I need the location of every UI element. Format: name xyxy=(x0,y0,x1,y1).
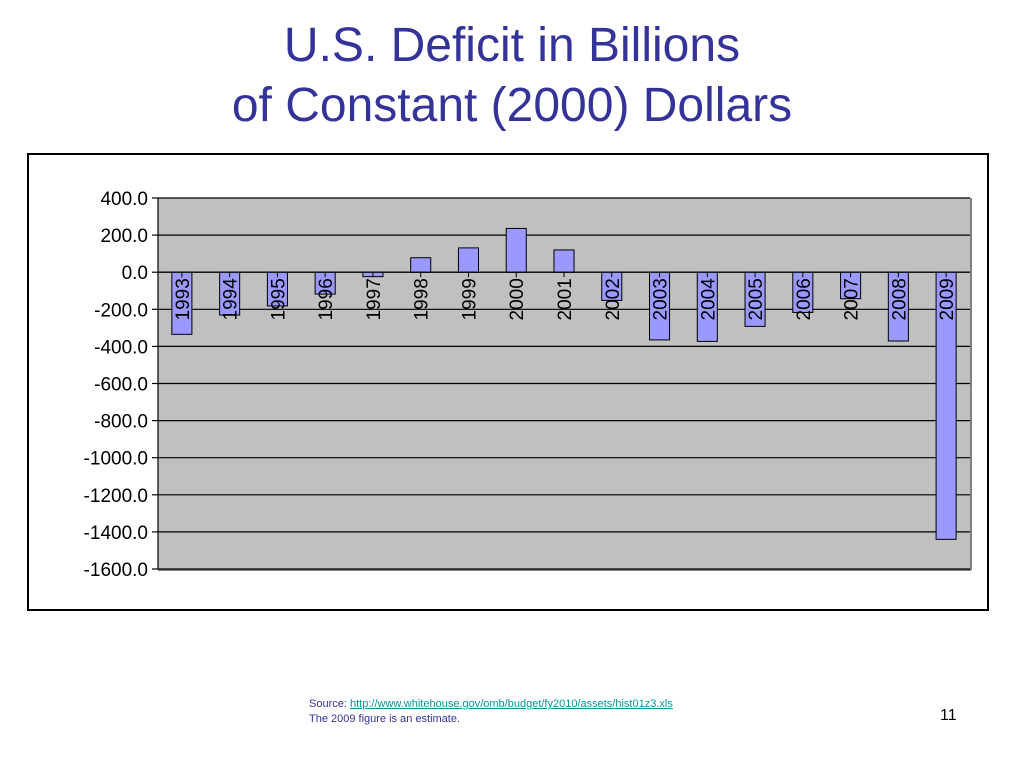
bar-1998 xyxy=(410,257,432,273)
x-tick-label: 2009 xyxy=(937,278,958,320)
slide-title: U.S. Deficit in Billions of Constant (20… xyxy=(0,16,1024,136)
x-tick-label: 2003 xyxy=(651,278,672,320)
x-tick-label: 1996 xyxy=(316,278,337,320)
y-tick-label: -200.0 xyxy=(94,300,148,321)
y-tick-label: -400.0 xyxy=(94,337,148,358)
y-tick-label: 400.0 xyxy=(100,189,148,210)
source-label: Source: xyxy=(309,698,347,710)
x-tick-label: 1994 xyxy=(221,278,242,321)
x-tick-label: 1993 xyxy=(173,278,194,320)
source-link[interactable]: http://www.whitehouse.gov/omb/budget/fy2… xyxy=(349,698,673,710)
y-tick-label: -1400.0 xyxy=(84,523,148,544)
title-line-2: of Constant (2000) Dollars xyxy=(231,79,793,132)
page-number: 11 xyxy=(940,707,957,724)
x-tick-label: 2007 xyxy=(842,278,863,320)
estimate-note: The 2009 figure is an estimate. xyxy=(309,713,461,725)
x-tick-label: 2008 xyxy=(889,278,910,320)
y-tick-label: 200.0 xyxy=(100,226,148,247)
title-line-1: U.S. Deficit in Billions xyxy=(283,19,741,72)
y-tick-label: -1200.0 xyxy=(84,486,148,507)
chart-frame: 400.0 200.0 0.0 -200.0 -400.0 -600.0 -800.0 -10… xyxy=(27,153,989,611)
x-tick-label: 2001 xyxy=(555,278,576,320)
y-tick-label: 0.0 xyxy=(122,263,148,284)
x-tick-label: 1998 xyxy=(412,278,433,320)
x-tick-label: 1997 xyxy=(364,278,385,320)
y-tick-label: -600.0 xyxy=(94,375,148,396)
x-tick-label: 2000 xyxy=(507,278,528,320)
bar-2001 xyxy=(553,249,575,273)
x-tick-label: 1995 xyxy=(268,278,289,320)
x-tick-label: 2006 xyxy=(794,278,815,320)
deficit-bar-chart: 400.0 200.0 0.0 -200.0 -400.0 -600.0 -800.0 -10… xyxy=(84,189,972,581)
x-tick-label: 2002 xyxy=(603,278,624,320)
x-tick-label: 2005 xyxy=(746,278,767,320)
source-note: Source: http://www.whitehouse.gov/omb/bu… xyxy=(309,697,673,727)
x-tick-label: 2004 xyxy=(698,278,719,321)
x-tick-label: 1999 xyxy=(459,278,480,320)
y-tick-label: -1000.0 xyxy=(84,449,148,470)
y-tick-label: -800.0 xyxy=(94,412,148,433)
bar-1999 xyxy=(457,247,480,273)
y-tick-label: -1600.0 xyxy=(84,560,148,581)
bar-2000 xyxy=(505,227,527,273)
